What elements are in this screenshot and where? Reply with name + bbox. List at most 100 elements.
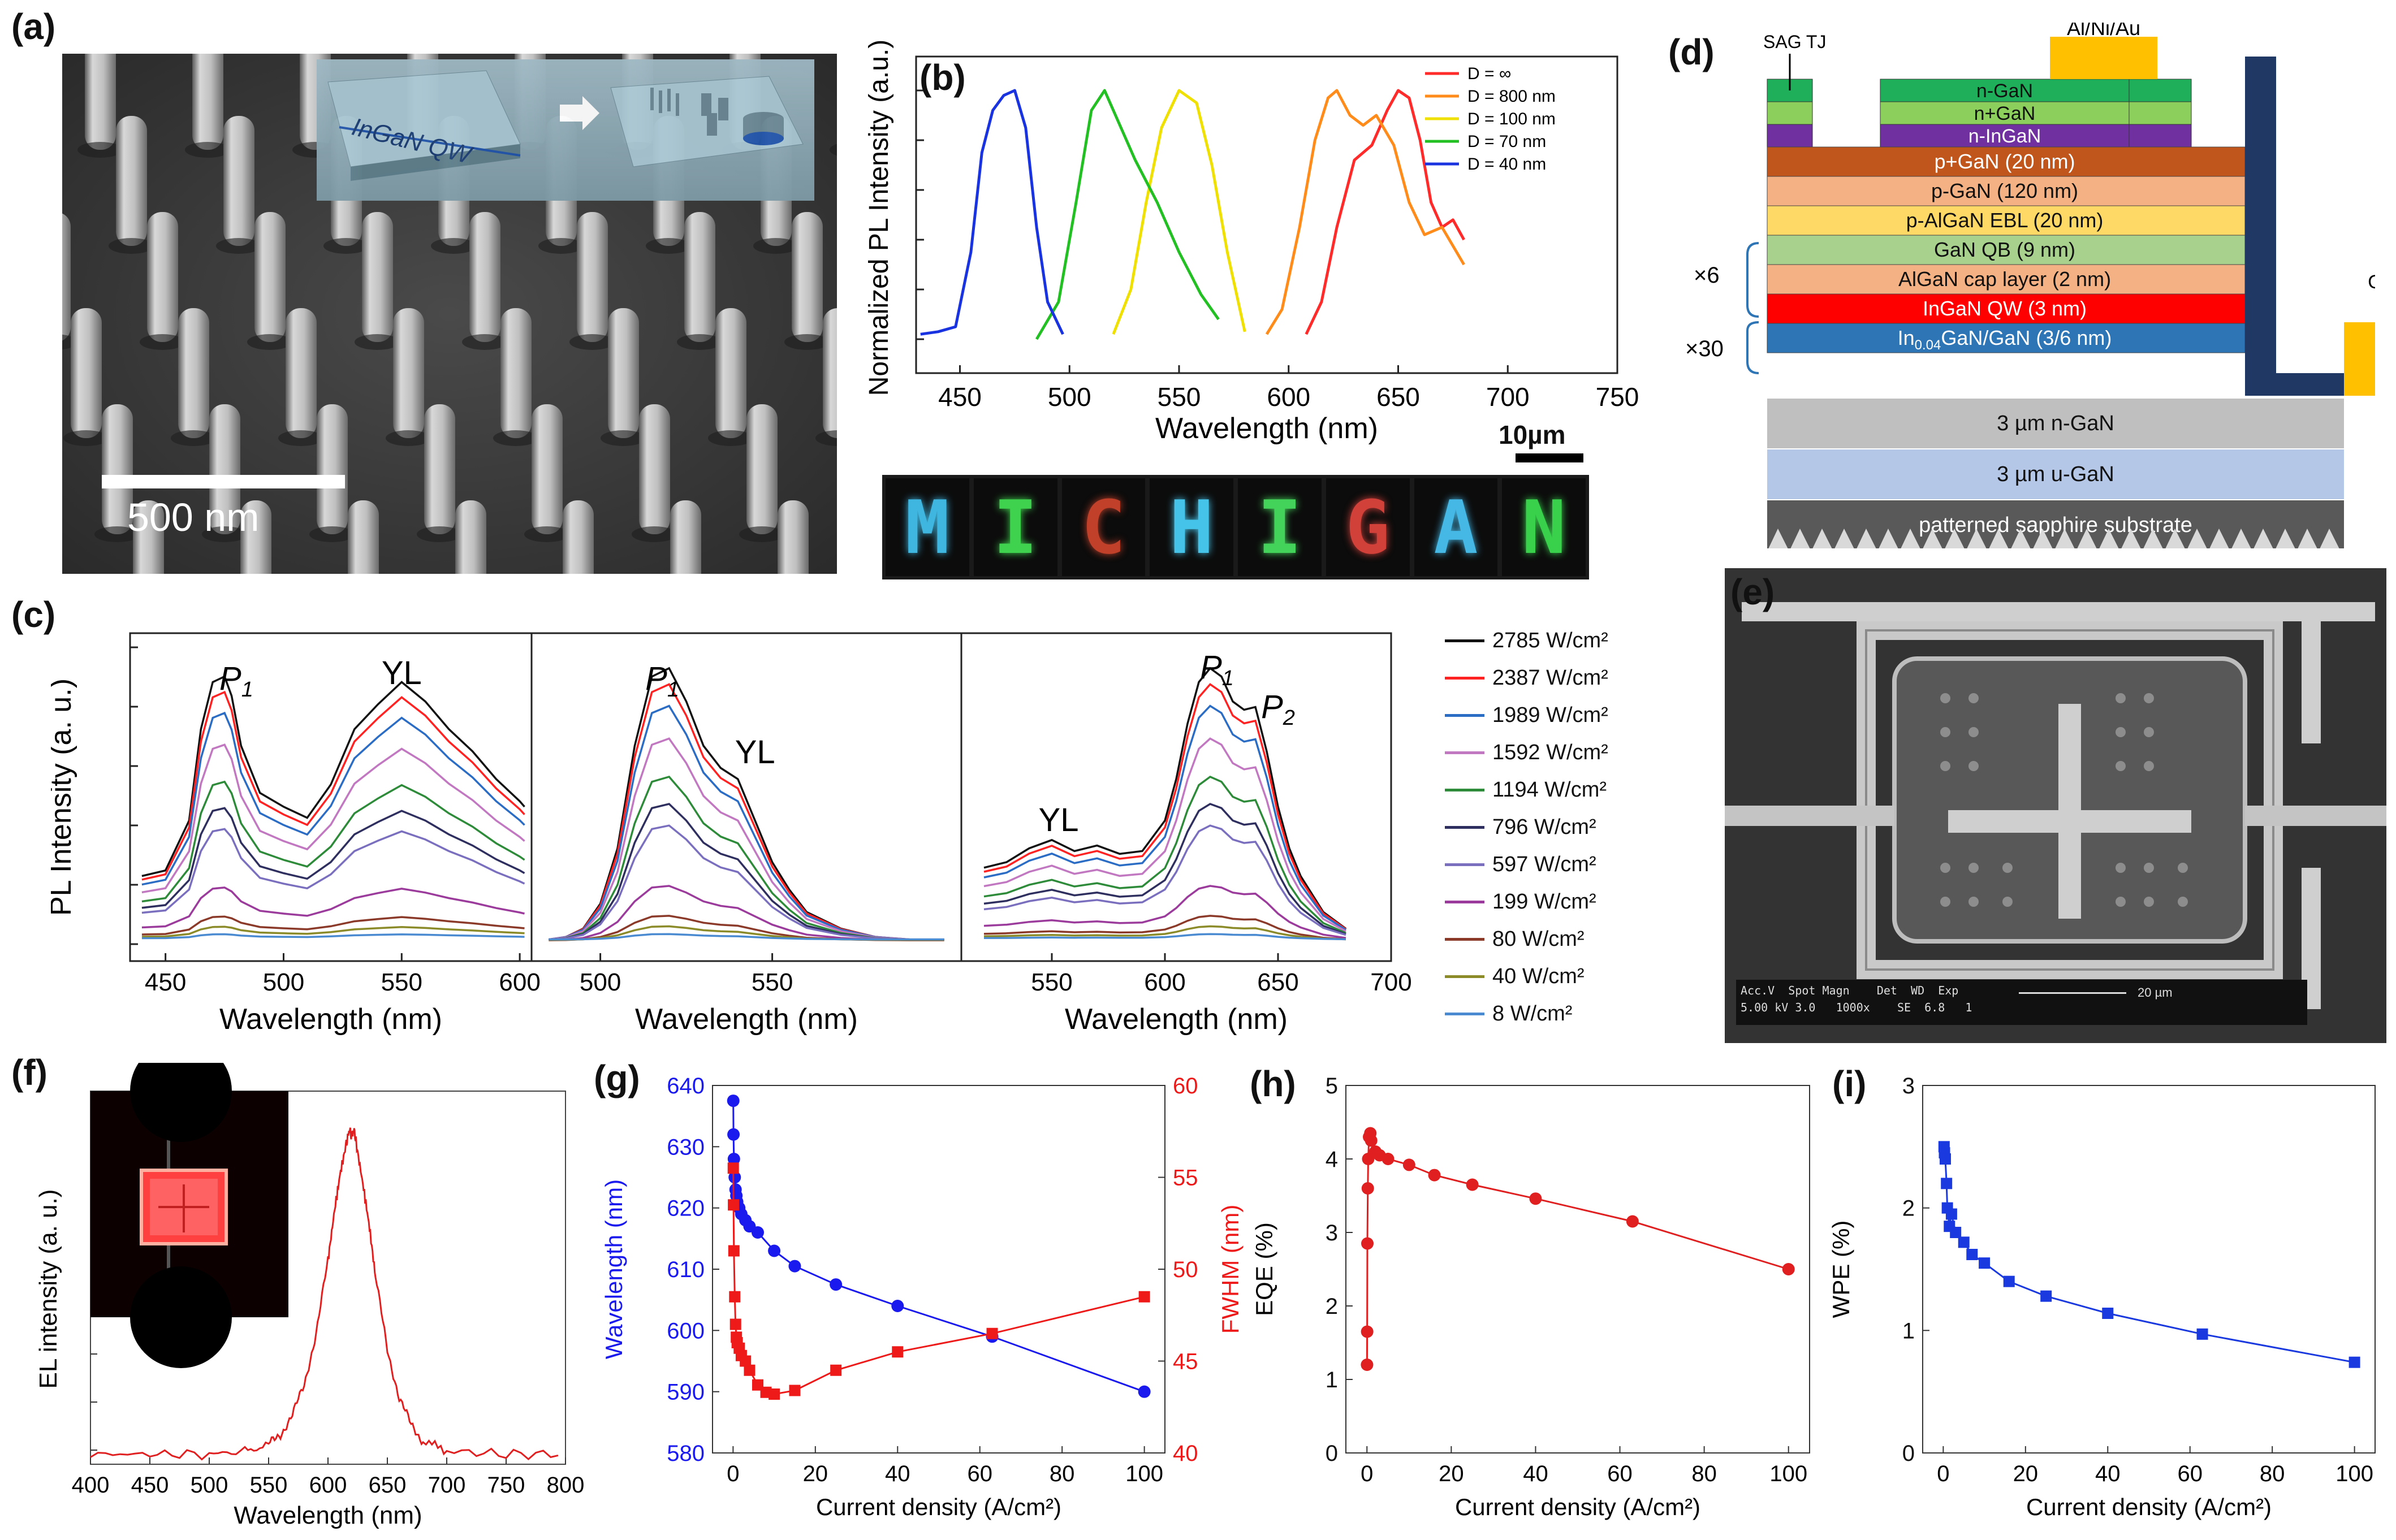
el-inset-photo (90, 1063, 288, 1368)
subplot-xlabel: Wavelength (nm) (1065, 1003, 1288, 1036)
repeat-x6: ×6 (1694, 263, 1720, 288)
sag-tj-label: SAG TJ (1763, 32, 1826, 52)
nanopillar (393, 308, 424, 438)
repeat-x30: ×30 (1685, 336, 1724, 361)
legend-label: 80 W/cm² (1492, 927, 1585, 951)
legend-label: 1194 W/cm² (1492, 777, 1607, 802)
legend-label: 199 W/cm² (1492, 889, 1596, 914)
sem-dot (2144, 693, 2154, 703)
michigan-letter-tile: C (1061, 478, 1146, 576)
y2-tick-label: 45 (1173, 1349, 1198, 1374)
sem-dot (1968, 761, 1979, 771)
pillar-shadow (417, 526, 462, 542)
legend-swatch (1445, 975, 1484, 978)
x-tick-label: 400 (72, 1473, 110, 1498)
data-point (2102, 1308, 2114, 1319)
y-tick-label: 1 (1326, 1368, 1338, 1392)
pillar-shadow (309, 526, 355, 542)
legend-label: D = 40 nm (1467, 155, 1546, 174)
legend-swatch (1445, 751, 1484, 754)
panel-label-f: (f) (11, 1052, 48, 1093)
pillar-shadow (830, 144, 837, 156)
x-tick-label: 100 (1125, 1461, 1163, 1486)
data-point (1782, 1263, 1795, 1275)
y-tick-label: 610 (667, 1257, 705, 1282)
data-point (2003, 1275, 2015, 1287)
nanopillar (317, 404, 348, 534)
x-tick-label: 500 (191, 1473, 228, 1498)
data-point (729, 1291, 741, 1303)
data-point (1979, 1257, 1991, 1269)
sem-dot (1940, 693, 1950, 703)
series-line-40 W/cm² (141, 925, 525, 938)
legend-row: 2785 W/cm² (1445, 622, 1671, 659)
legend-label: 1989 W/cm² (1492, 703, 1608, 727)
series-line-597 W/cm² (983, 824, 1346, 936)
nanopillar (192, 54, 223, 150)
pillar-shadow (109, 238, 154, 254)
panel-label-h: (h) (1250, 1063, 1296, 1104)
x-tick-label: 700 (1370, 968, 1411, 996)
pillar-shadow (355, 334, 400, 350)
x-tick-label: 750 (1596, 382, 1639, 412)
x-tick-label: 0 (727, 1461, 739, 1486)
series-line-D = 40 nm (920, 89, 1064, 336)
sem-dot (2144, 761, 2154, 771)
odr-post (2245, 57, 2276, 396)
michigan-letter-tile: G (1326, 478, 1410, 576)
series-line-EL (90, 1127, 559, 1461)
x-tick-label: 600 (1144, 968, 1185, 996)
nanopillar (223, 116, 254, 246)
chart-c-ylabel: PL Intensity (a. u.) (51, 678, 77, 916)
sem-dot (2144, 897, 2154, 907)
data-point (1966, 1249, 1978, 1260)
layer-In (1767, 323, 2246, 353)
y-tick-label: 630 (667, 1135, 705, 1160)
chart-f-xlabel: Wavelength (nm) (234, 1502, 422, 1529)
x-tick-label: 700 (428, 1473, 466, 1498)
legend-row: 1592 W/cm² (1445, 734, 1671, 771)
sem-info-values: 5.00 kV 3.0 1000x SE 6.8 1 (1741, 1001, 1972, 1014)
data-point (728, 1171, 741, 1184)
scalebar-line (102, 475, 345, 488)
layer-n-InGaN (2129, 124, 2192, 148)
data-point (1365, 1134, 1378, 1147)
layer-InGaN QW (3 nm) (1767, 293, 2246, 324)
panel-label-d: (d) (1668, 32, 1715, 72)
data-point (729, 1318, 741, 1330)
legend-label: D = 800 nm (1467, 87, 1556, 106)
series-line-1194 W/cm² (549, 776, 944, 941)
legend-row: 1194 W/cm² (1445, 771, 1671, 808)
nanopillar (102, 404, 133, 534)
contact-pad (2050, 37, 2157, 79)
data-point (1138, 1291, 1150, 1303)
series-line-1592 W/cm² (983, 737, 1346, 932)
data-point (788, 1260, 801, 1273)
nanopillar (746, 404, 778, 534)
nanopillar (792, 212, 823, 342)
nanopillar (500, 308, 532, 438)
data-point (830, 1364, 842, 1376)
data-point (1529, 1192, 1542, 1205)
chart-h-xlabel: Current density (A/cm²) (1455, 1494, 1700, 1520)
substrate-pattern (1767, 529, 2341, 551)
y2-tick-label: 55 (1173, 1166, 1198, 1191)
x-tick-label: 450 (938, 382, 982, 412)
y2-tick-label: 40 (1173, 1441, 1198, 1466)
series-line-1194 W/cm² (141, 780, 525, 903)
layer-label: p-GaN (120 nm) (1931, 179, 2078, 202)
y-tick-label: 590 (667, 1380, 705, 1405)
data-point (891, 1300, 904, 1312)
inset-ingan-qw: InGaN QW (317, 59, 814, 201)
legend-swatch (1445, 676, 1484, 680)
pillar-shadow (431, 238, 476, 254)
data-point (769, 1388, 780, 1400)
layer-label: 3 µm u-GaN (1997, 462, 2114, 486)
x-tick-label: 500 (1048, 382, 1091, 412)
sem-dot (2116, 727, 2126, 737)
pillar-shadow (63, 430, 109, 446)
x-tick-label: 550 (752, 968, 793, 996)
chart-c: 450 500 550 600 Wavelength (nm) P1 YL 500 550 Wav… (51, 632, 1412, 1036)
series-line-199 W/cm² (983, 885, 1346, 939)
layer-label: InGaN QW (3 nm) (1923, 297, 2087, 320)
